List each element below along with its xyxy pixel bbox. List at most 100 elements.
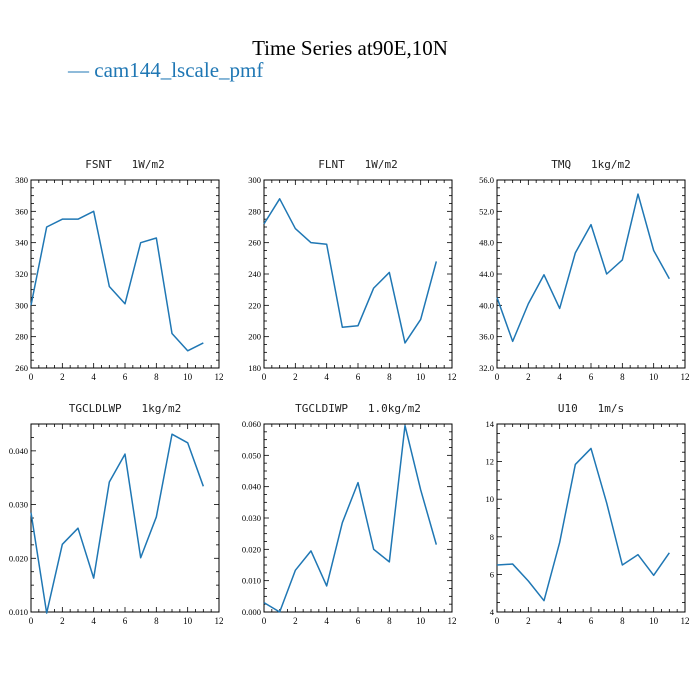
y-tick-label: 380 (15, 175, 28, 185)
legend-line-marker: — (68, 58, 95, 82)
y-tick-label: 32.0 (479, 363, 494, 373)
y-tick-label: 0.010 (242, 576, 261, 586)
x-tick-label: 10 (649, 616, 659, 626)
x-tick-label: 6 (356, 616, 361, 626)
x-tick-label: 10 (416, 372, 426, 382)
y-tick-label: 260 (15, 363, 28, 373)
chart-panel-5: TGCLDIWP 1.0kg/m2 0 2 4 6 8 10 12 0.000 0.010 0.02… (242, 402, 457, 626)
y-tick-label: 280 (15, 332, 28, 342)
panel-title: TMQ 1kg/m2 (551, 158, 630, 171)
x-tick-label: 6 (123, 616, 128, 626)
x-tick-label: 8 (387, 616, 392, 626)
y-tick-label: 0.000 (242, 607, 261, 617)
panel-title: TGCLDLWP 1kg/m2 (69, 402, 182, 415)
y-tick-label: 14 (486, 419, 495, 429)
x-tick-label: 2 (526, 372, 531, 382)
y-tick-label: 0.060 (242, 419, 261, 429)
x-tick-label: 6 (589, 372, 594, 382)
x-tick-label: 8 (620, 616, 625, 626)
y-tick-label: 180 (248, 363, 261, 373)
x-tick-label: 2 (60, 372, 65, 382)
y-tick-label: 240 (248, 269, 261, 279)
y-tick-label: 10 (486, 494, 495, 504)
y-tick-label: 300 (15, 300, 28, 310)
y-tick-label: 44.0 (479, 269, 494, 279)
y-tick-label: 340 (15, 238, 28, 248)
panel-title: FSNT 1W/m2 (85, 158, 164, 171)
x-tick-label: 12 (448, 372, 457, 382)
y-tick-label: 0.010 (9, 607, 28, 617)
y-tick-label: 4 (490, 607, 495, 617)
y-tick-label: 56.0 (479, 175, 494, 185)
y-tick-label: 8 (490, 532, 494, 542)
chart-panel-4: TGCLDLWP 1kg/m2 0 2 4 6 8 10 12 0.010 0.020 0.030 0… (9, 402, 224, 626)
y-tick-label: 52.0 (479, 206, 494, 216)
x-tick-label: 10 (649, 372, 659, 382)
x-tick-label: 10 (183, 372, 193, 382)
x-tick-label: 0 (29, 616, 34, 626)
y-tick-label: 0.040 (9, 446, 28, 456)
plot-frame (496, 179, 686, 369)
y-tick-label: 0.030 (242, 513, 261, 523)
y-tick-label: 280 (248, 206, 261, 216)
chart-panel-6: U10 1m/s 0 2 4 6 8 10 12 4 6 8 10 12 14 (486, 402, 690, 626)
x-tick-label: 0 (29, 372, 34, 382)
x-tick-label: 4 (324, 616, 329, 626)
x-tick-label: 8 (387, 372, 392, 382)
x-tick-label: 2 (526, 616, 531, 626)
x-tick-label: 6 (589, 616, 594, 626)
x-tick-label: 12 (215, 616, 224, 626)
x-tick-label: 0 (495, 616, 500, 626)
panel-title: FLNT 1W/m2 (318, 158, 397, 171)
x-tick-label: 6 (123, 372, 128, 382)
x-tick-label: 0 (495, 372, 500, 382)
x-tick-label: 12 (448, 616, 457, 626)
plot-frame (30, 179, 220, 369)
x-tick-label: 4 (91, 372, 96, 382)
series-line (30, 433, 205, 614)
x-tick-label: 8 (620, 372, 625, 382)
legend: — cam144_lscale_pmf (68, 58, 263, 83)
y-tick-label: 200 (248, 332, 261, 342)
x-tick-label: 12 (681, 372, 690, 382)
y-tick-label: 300 (248, 175, 261, 185)
plot-frame (263, 179, 453, 369)
panel-title: U10 1m/s (558, 402, 624, 415)
x-tick-label: 4 (557, 616, 562, 626)
y-tick-label: 36.0 (479, 332, 494, 342)
x-tick-label: 2 (293, 616, 298, 626)
plot-frame (263, 423, 453, 613)
x-tick-label: 4 (91, 616, 96, 626)
y-tick-label: 48.0 (479, 238, 494, 248)
x-tick-label: 4 (557, 372, 562, 382)
chart-panel-3: TMQ 1kg/m2 0 2 4 6 8 10 12 32.0 36.0 40.0 44.0 48.0 5… (479, 158, 689, 382)
series-line (496, 447, 670, 602)
series-line (30, 210, 204, 352)
y-tick-label: 6 (490, 569, 494, 579)
y-tick-label: 0.020 (242, 544, 261, 554)
chart-panel-1: FSNT 1W/m2 0 2 4 6 8 10 12 260 280 300 320 340 360 380 (15, 158, 223, 382)
y-tick-label: 320 (15, 269, 28, 279)
y-tick-label: 0.020 (9, 553, 28, 563)
chart-panel-2: FLNT 1W/m2 0 2 4 6 8 10 12 180 200 220 240 260 280 300 (248, 158, 456, 382)
figure-title: Time Series at90E,10N (252, 36, 448, 60)
x-tick-label: 0 (262, 616, 267, 626)
y-tick-label: 260 (248, 238, 261, 248)
panel-title: TGCLDIWP 1.0kg/m2 (295, 402, 421, 415)
x-tick-label: 4 (324, 372, 329, 382)
legend-label: cam144_lscale_pmf (94, 58, 264, 82)
x-tick-label: 2 (293, 372, 298, 382)
x-tick-label: 2 (60, 616, 65, 626)
x-tick-label: 12 (681, 616, 690, 626)
y-tick-label: 12 (486, 457, 495, 467)
x-tick-label: 0 (262, 372, 267, 382)
series-line (263, 198, 438, 344)
y-tick-label: 40.0 (479, 300, 494, 310)
series-line (263, 424, 438, 613)
x-tick-label: 8 (154, 616, 159, 626)
x-tick-label: 6 (356, 372, 361, 382)
x-tick-label: 10 (183, 616, 193, 626)
y-tick-label: 360 (15, 206, 28, 216)
